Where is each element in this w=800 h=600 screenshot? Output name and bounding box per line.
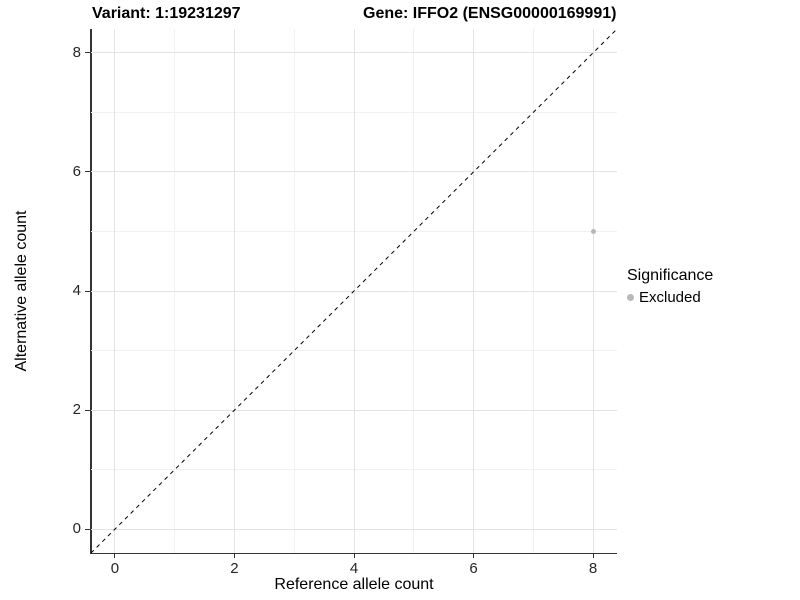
gridline-major-y: [91, 409, 617, 411]
gridline-major-y: [91, 528, 617, 530]
legend-title: Significance: [627, 267, 714, 284]
x-tick-mark: [473, 554, 475, 558]
x-tick-mark: [114, 554, 116, 558]
x-tick-label: 2: [230, 560, 239, 577]
y-tick-mark: [85, 528, 90, 530]
legend-items: Excluded: [627, 289, 713, 306]
identity-line: [91, 29, 617, 553]
data-point: [590, 228, 596, 234]
x-tick-label: 4: [349, 560, 359, 577]
legend-item: Excluded: [627, 289, 713, 306]
y-axis-title: Alternative allele count: [13, 210, 30, 372]
gridline-major-y: [91, 171, 617, 173]
x-tick-label: 0: [110, 560, 120, 577]
x-tick-label: 8: [588, 560, 598, 577]
gridline-major-y: [91, 52, 617, 54]
x-tick-mark: [353, 554, 355, 558]
legend-label: Excluded: [639, 289, 701, 306]
x-tick-label: 6: [469, 560, 478, 577]
y-axis-line: [90, 29, 92, 554]
y-tick-mark: [85, 290, 90, 292]
y-tick-label: 8: [72, 43, 81, 61]
x-tick-mark: [233, 554, 235, 558]
gene-title: Gene: IFFO2 (ENSG00000169991): [363, 5, 617, 22]
legend-point-icon: [627, 294, 634, 301]
x-axis-line: [90, 552, 617, 554]
y-tick-label: 2: [72, 401, 81, 419]
y-tick-label: 6: [72, 162, 81, 180]
legend: Significance Excluded: [627, 267, 713, 306]
x-axis-title: Reference allele count: [274, 576, 434, 593]
y-tick-label: 0: [72, 520, 81, 538]
plot-panel: 0 2 4 6 8 0 2 4 6 8: [73, 29, 617, 577]
y-tick-mark: [85, 409, 90, 411]
x-tick-mark: [592, 554, 594, 558]
variant-title: Variant: 1:19231297: [92, 5, 241, 22]
y-tick-mark: [85, 52, 90, 54]
y-tick-label: 4: [72, 282, 81, 299]
y-tick-mark: [85, 171, 90, 173]
